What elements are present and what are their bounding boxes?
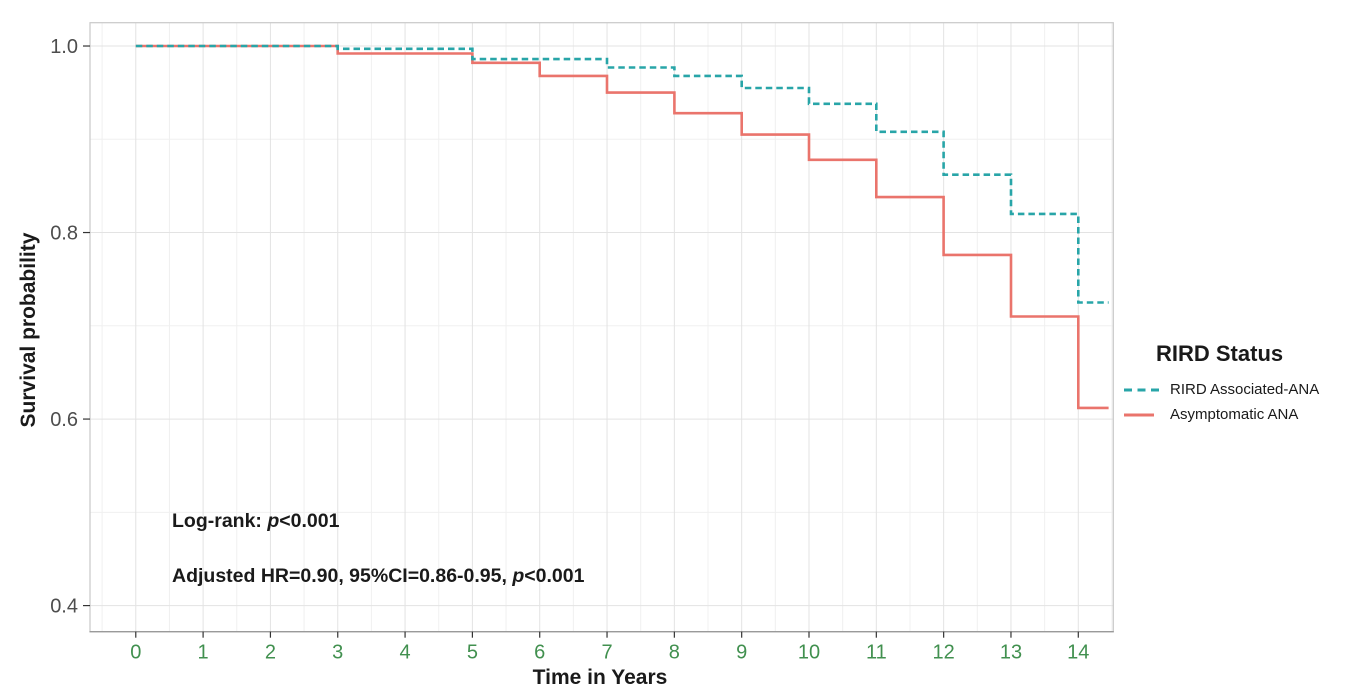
- legend-title: RIRD Status: [1156, 341, 1284, 366]
- x-tick-label-3: 3: [332, 642, 343, 664]
- y-tick-label-0.6: 0.6: [50, 409, 78, 431]
- x-tick-label-8: 8: [669, 642, 680, 664]
- y-tick-label-1.0: 1.0: [50, 36, 78, 58]
- adjusted-hr-annotation-pvalue-italic: p: [512, 565, 525, 587]
- logrank-annotation: Log-rank: p<0.001: [172, 510, 339, 533]
- y-tick-label-0.4: 0.4: [50, 596, 78, 618]
- x-tick-label-5: 5: [467, 642, 478, 664]
- survival-curve-rird-associated-ana: [135, 44, 1109, 304]
- survival-curve-asymptomatic-ana: [135, 44, 1109, 410]
- legend-item-label: Asymptomatic ANA: [1170, 406, 1299, 423]
- adjusted-hr-annotation: Adjusted HR=0.90, 95%CI=0.86-0.95, p<0.0…: [172, 565, 584, 588]
- logrank-annotation-suffix: <0.001: [279, 510, 340, 532]
- x-tick-label-9: 9: [736, 642, 747, 664]
- x-tick-label-14: 14: [1067, 642, 1089, 664]
- plot-panel: [90, 22, 1114, 632]
- legend: RIRD Status RIRD Associated-ANA Asymptom…: [1122, 341, 1372, 427]
- y-axis-title: Survival probability: [17, 232, 40, 428]
- solid-line-swatch-icon: [1124, 413, 1154, 416]
- x-tick-label-10: 10: [798, 642, 820, 664]
- x-tick-label-12: 12: [933, 642, 955, 664]
- x-axis-title: Time in Years: [532, 666, 668, 689]
- x-tick-label-11: 11: [866, 642, 887, 664]
- adjusted-hr-annotation-suffix: <0.001: [524, 565, 585, 587]
- x-tick-label-13: 13: [1000, 642, 1022, 664]
- dashed-line-swatch-icon: [1124, 388, 1160, 391]
- logrank-annotation-pvalue-italic: p: [267, 510, 280, 532]
- x-tick-label-7: 7: [601, 642, 612, 664]
- logrank-annotation-prefix: Log-rank:: [172, 510, 268, 532]
- legend-item-label: RIRD Associated-ANA: [1170, 381, 1320, 398]
- x-tick-label-1: 1: [198, 642, 209, 664]
- x-tick-label-4: 4: [400, 642, 411, 664]
- adjusted-hr-annotation-prefix: Adjusted HR=0.90, 95%CI=0.86-0.95,: [172, 565, 513, 587]
- y-tick-label-0.8: 0.8: [50, 223, 78, 245]
- x-tick-label-2: 2: [265, 642, 276, 664]
- x-tick-label-6: 6: [534, 642, 545, 664]
- legend-item-rird-associated-ana: RIRD Associated-ANA: [1122, 377, 1372, 402]
- x-tick-label-0: 0: [130, 642, 141, 664]
- legend-item-asymptomatic-ana: Asymptomatic ANA: [1122, 402, 1372, 427]
